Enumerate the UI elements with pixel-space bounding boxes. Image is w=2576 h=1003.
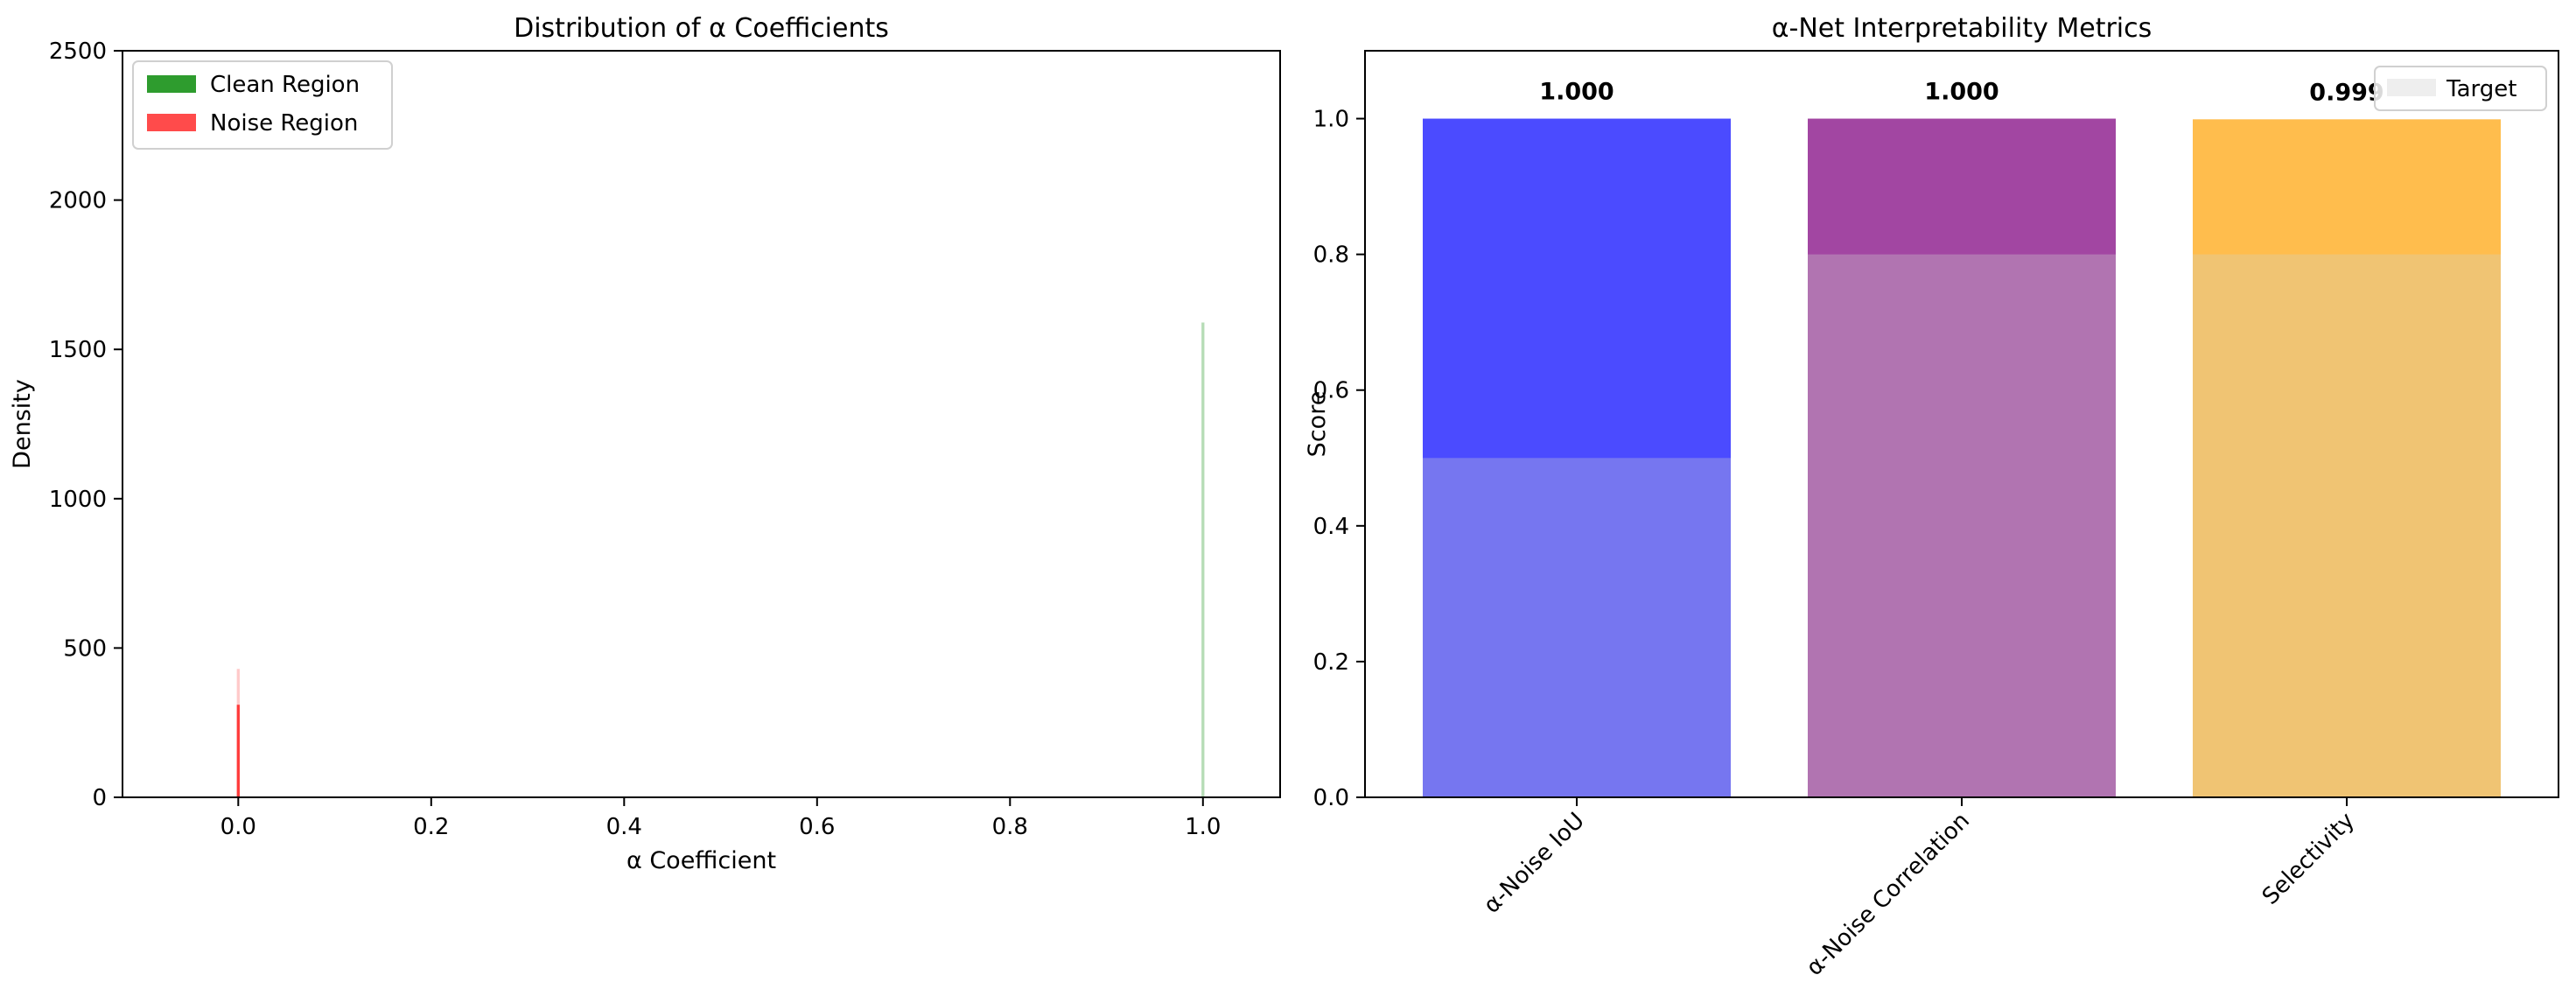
histogram-x-ticks: 0.0 0.2 0.4 0.6 0.8 1.0 <box>220 797 1221 840</box>
x-tick-label: α-Noise Correlation <box>1802 808 1975 981</box>
bar-chart-legend: Target <box>2374 66 2547 111</box>
legend-label-target: Target <box>2446 76 2516 102</box>
histogram-chart: Distribution of α Coefficients Density α… <box>9 13 1281 874</box>
bar-value-label: 1.000 <box>1539 79 1614 106</box>
y-tick-label: 0.0 <box>1313 785 1349 811</box>
target-bar-0 <box>1423 458 1731 797</box>
bar-chart: α-Net Interpretability Metrics Score 1.0… <box>1304 13 2559 981</box>
bar-value-label: 0.999 <box>2309 79 2384 106</box>
bar-chart-legend-box <box>2374 66 2547 111</box>
x-tick-label: Selectivity <box>2258 808 2360 910</box>
bar-chart-value-labels: 1.000 1.000 0.999 <box>1539 79 2384 107</box>
legend-label-clean-region: Clean Region <box>210 72 360 98</box>
x-tick-label: 0.8 <box>992 814 1028 840</box>
y-tick-label: 0.8 <box>1313 242 1349 269</box>
bar-chart-x-ticks: α-Noise IoU α-Noise Correlation Selectivit… <box>1479 797 2360 981</box>
legend-label-noise-region: Noise Region <box>210 110 358 137</box>
y-tick-label: 0.2 <box>1313 649 1349 676</box>
histogram-y-ticks: 0 500 1000 1500 2000 2500 <box>49 39 122 811</box>
bar-chart-plot-frame <box>1364 50 2559 798</box>
target-bar-2 <box>2193 254 2501 797</box>
bar-value-label: 1.000 <box>1924 79 1998 106</box>
histogram-legend: Clean Region Noise Region <box>132 60 393 150</box>
y-tick-label: 2500 <box>49 39 107 65</box>
x-tick-label: 0.2 <box>413 814 449 840</box>
bar-chart-title: α-Net Interpretability Metrics <box>1772 13 2152 44</box>
y-tick-label: 500 <box>63 635 107 662</box>
target-bar-1 <box>1808 254 2116 797</box>
y-tick-label: 0 <box>92 785 107 811</box>
histogram-bars <box>236 322 1205 797</box>
x-tick-label: α-Noise IoU <box>1479 808 1590 919</box>
histogram-legend-box <box>132 60 393 150</box>
bar-chart-bars <box>1423 118 2501 797</box>
histogram-bin-noise-1 <box>236 705 240 797</box>
x-tick-label: 0.6 <box>799 814 835 840</box>
y-tick-label: 2000 <box>49 188 107 214</box>
x-tick-label: 0.4 <box>606 814 642 840</box>
histogram-title: Distribution of α Coefficients <box>514 13 889 44</box>
legend-swatch-target <box>2387 79 2436 96</box>
histogram-x-axis-label: α Coefficient <box>626 847 776 874</box>
y-tick-label: 1.0 <box>1313 107 1349 133</box>
y-tick-label: 0.4 <box>1313 514 1349 540</box>
legend-swatch-clean-region <box>147 75 196 93</box>
histogram-bin-clean-0 <box>1201 322 1205 797</box>
x-tick-label: 0.0 <box>220 814 256 840</box>
y-tick-label: 1500 <box>49 337 107 363</box>
bar-chart-y-ticks: 0.0 0.2 0.4 0.6 0.8 1.0 <box>1313 107 1365 811</box>
legend-swatch-noise-region <box>147 114 196 131</box>
x-tick-label: 1.0 <box>1185 814 1221 840</box>
bar-chart-y-axis-label: Score <box>1304 391 1331 458</box>
y-tick-label: 0.6 <box>1313 378 1349 404</box>
histogram-y-axis-label: Density <box>9 379 36 469</box>
histogram-plot-frame <box>122 50 1281 798</box>
y-tick-label: 1000 <box>49 487 107 513</box>
